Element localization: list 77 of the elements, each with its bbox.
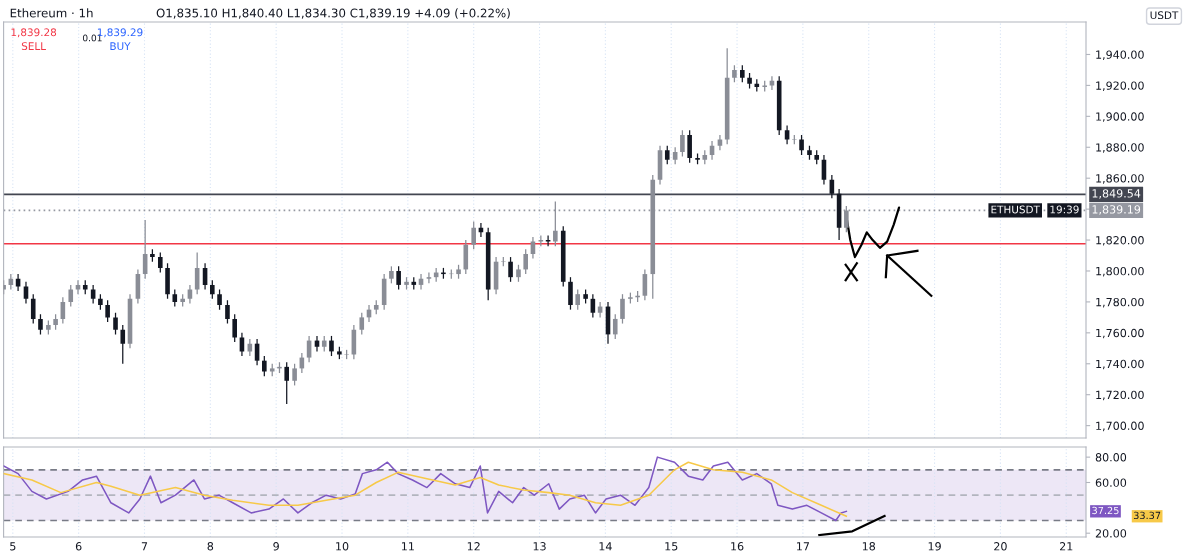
ref-line-label: 1,849.54	[1092, 189, 1141, 199]
candlestick	[68, 284, 74, 308]
candlestick	[359, 312, 365, 336]
candlestick	[784, 124, 790, 145]
y-tick-label: 1,940.00	[1096, 50, 1144, 60]
y-tick-label: 20.00	[1095, 529, 1127, 538]
y-tick-label: 1,700.00	[1096, 421, 1144, 432]
candlestick	[210, 279, 215, 300]
candlestick	[687, 129, 692, 164]
candlestick	[523, 248, 529, 275]
ref-line-label: 1,839.19	[1092, 205, 1141, 215]
x-tick-label: 14	[599, 542, 612, 551]
x-tick-label: 16	[731, 542, 744, 551]
candlestick	[262, 355, 267, 377]
candlestick	[329, 335, 334, 357]
candlestick	[575, 288, 581, 311]
annotation: SELL	[21, 42, 46, 51]
x-tick-label: 10	[336, 542, 349, 551]
y-tick-label: 1,860.00	[1096, 174, 1144, 184]
candlestick	[232, 313, 237, 343]
annotation: BUY	[110, 42, 131, 51]
x-tick-label: 17	[797, 542, 810, 551]
annotation: 19:39	[1050, 205, 1079, 214]
y-tick-label: 60.00	[1095, 478, 1127, 487]
x-tick-label: 15	[665, 542, 678, 551]
y-tick-label: 1,760.00	[1096, 328, 1144, 339]
candlestick	[113, 312, 118, 336]
candlestick	[38, 313, 43, 336]
candlestick	[217, 288, 222, 311]
x-tick-label: 11	[402, 542, 414, 551]
y-tick-label: 1,740.00	[1096, 359, 1144, 370]
x-tick-label: 20	[994, 542, 1007, 551]
chart-title: Ethereum · 1h	[10, 8, 93, 18]
candlestick	[30, 293, 36, 325]
x-tick-label: 19	[928, 542, 941, 551]
text: 37.25	[1092, 506, 1119, 515]
candlestick	[680, 129, 685, 158]
annotation: ETHUSDT	[991, 205, 1040, 214]
y-tick-label: 1,900.00	[1096, 112, 1144, 122]
candlestick	[120, 324, 126, 365]
candlestick	[23, 281, 29, 305]
annotation: 1,839.28	[11, 28, 57, 38]
candlestick	[612, 313, 618, 340]
x-tick-label: 9	[273, 542, 279, 551]
x-tick-label: 6	[75, 542, 82, 551]
x-tick-label: 18	[862, 542, 876, 551]
candlestick	[568, 276, 573, 311]
y-tick-label: 1,800.00	[1096, 266, 1144, 277]
candlestick	[620, 293, 625, 325]
y-tick-label: 1,920.00	[1096, 81, 1144, 91]
x-tick-label: 13	[533, 542, 546, 551]
candlestick	[664, 145, 670, 165]
candlestick	[75, 279, 81, 295]
candlestick	[225, 299, 230, 325]
y-tick-label: 1,880.00	[1096, 143, 1144, 153]
text: 33.37	[1133, 511, 1161, 520]
y-tick-label: 1,720.00	[1096, 390, 1144, 401]
text: USDT	[1150, 11, 1179, 20]
x-tick-label: 5	[10, 542, 16, 551]
candlestick	[471, 220, 476, 250]
x-tick-label: 12	[467, 542, 480, 551]
y-tick-label: 1,820.00	[1096, 236, 1144, 246]
y-tick-label: 1,780.00	[1096, 297, 1144, 308]
candlestick	[157, 251, 163, 274]
candlestick	[508, 256, 513, 283]
x-tick-label: 7	[141, 542, 148, 551]
candlestick	[799, 134, 804, 156]
candlestick	[292, 363, 297, 387]
candlestick	[284, 361, 290, 405]
x-tick-label: 21	[1059, 542, 1073, 551]
text: O1,835.10 H1,840.40 L1,834.30 C1,839.19 +4.09 (+0.22%)	[156, 8, 510, 19]
candlestick	[396, 265, 401, 291]
candlestick	[545, 234, 551, 247]
candlestick	[426, 271, 432, 284]
y-tick-label: 80.00	[1095, 453, 1127, 462]
x-tick-label: 8	[207, 542, 214, 551]
candlestick	[105, 299, 110, 323]
